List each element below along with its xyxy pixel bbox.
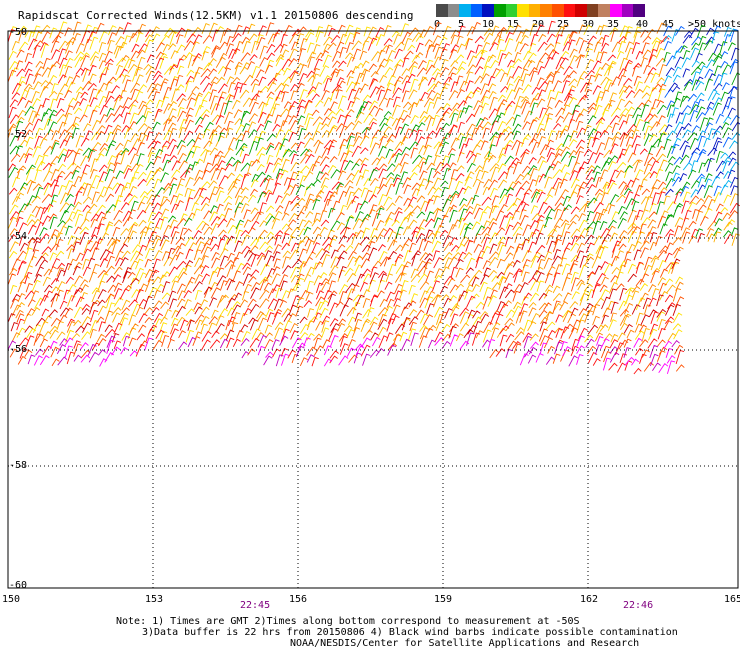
wind-barb-group [7, 332, 680, 372]
lon-label: 153 [145, 594, 164, 605]
legend-swatch [517, 4, 529, 17]
legend-tick: 5 [458, 19, 465, 30]
map-title: Rapidscat Corrected Winds(12.5KM) v1.1 2… [18, 9, 414, 22]
time-label: 22:46 [623, 600, 654, 611]
legend-swatch [575, 4, 587, 17]
legend-tick: 35 [607, 19, 620, 30]
legend-swatch [633, 4, 645, 17]
legend-tick: 25 [557, 19, 570, 30]
legend-swatch [447, 4, 460, 17]
legend-swatch [621, 4, 634, 17]
lat-label: -60 [9, 580, 28, 591]
legend-swatch [609, 4, 622, 17]
map-frame [7, 30, 739, 589]
legend-swatch [470, 4, 483, 17]
legend-swatch [528, 4, 541, 17]
legend-swatch [493, 4, 506, 17]
lat-label: -52 [9, 129, 28, 140]
legend-swatch [586, 4, 599, 17]
wind-barb-group [7, 21, 738, 372]
lon-label: 162 [580, 594, 599, 605]
wind-speed-legend: 0 5 10 15 20 25 30 35 40 45 >50 knots [434, 4, 740, 31]
lon-label: 159 [434, 594, 453, 605]
lat-label: -58 [9, 460, 28, 471]
wind-barb-group [664, 27, 740, 196]
legend-tick: >50 knots [688, 19, 740, 30]
lat-label: -54 [9, 231, 28, 242]
legend-swatch [598, 4, 610, 17]
wind-barb-group [8, 21, 736, 343]
legend-swatch [540, 4, 552, 17]
legend-swatch [459, 4, 471, 17]
map-grid [8, 31, 738, 588]
lon-label: 165 [724, 594, 740, 605]
lon-label: 150 [2, 594, 21, 605]
note-line-1: Note: 1) Times are GMT 2)Times along bot… [116, 616, 580, 627]
legend-swatch [436, 4, 448, 17]
legend-tick: 40 [636, 19, 649, 30]
legend-tick: 10 [482, 19, 495, 30]
legend-tick: 45 [662, 19, 675, 30]
wind-barb-group [7, 22, 740, 343]
legend-tick: 30 [582, 19, 595, 30]
wind-barbs [7, 20, 740, 375]
legend-swatch [551, 4, 564, 17]
legend-swatch [482, 4, 494, 17]
time-label: 22:45 [240, 600, 271, 611]
wind-barb-group [8, 24, 740, 238]
legend-tick: 20 [532, 19, 545, 30]
lat-label: -50 [9, 27, 28, 38]
legend-color-bar [436, 4, 645, 17]
legend-swatch [505, 4, 518, 17]
legend-swatch [563, 4, 576, 17]
wind-barb-group [663, 26, 740, 198]
wind-barb-group [663, 25, 740, 197]
wind-barb-group [33, 334, 676, 375]
legend-tick: 15 [507, 19, 520, 30]
legend-labels: 0 5 10 15 20 25 30 35 40 45 >50 knots [434, 17, 740, 31]
note-line-3: NOAA/NESDIS/Center for Satellite Applica… [290, 638, 640, 649]
lon-label: 156 [289, 594, 308, 605]
lat-label: -56 [9, 344, 28, 355]
note-line-2: 3)Data buffer is 22 hrs from 20150806 4)… [142, 627, 678, 638]
